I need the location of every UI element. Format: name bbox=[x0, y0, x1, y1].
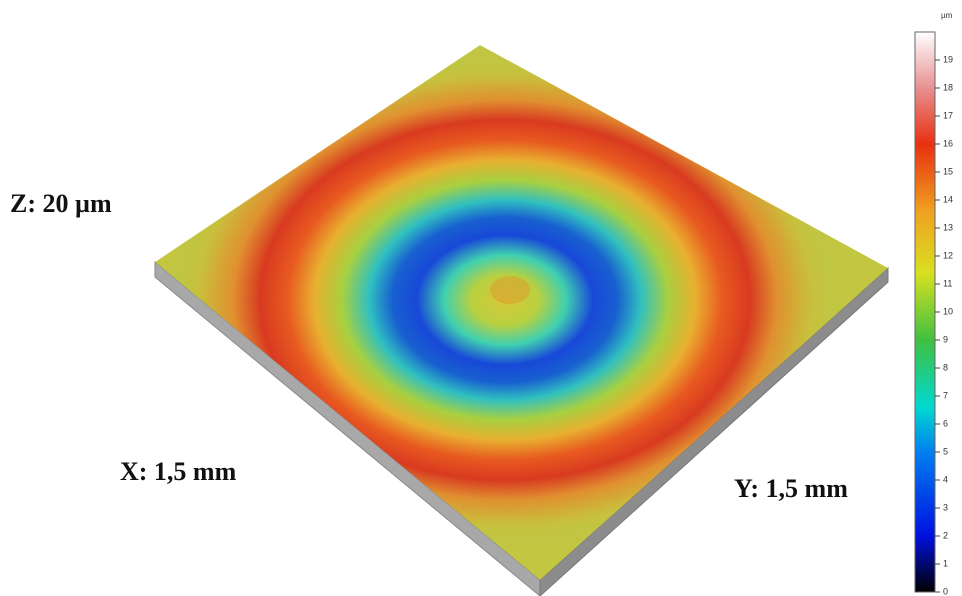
colorbar-tick-label: 3 bbox=[943, 502, 948, 512]
colorbar-tick-label: 7 bbox=[943, 390, 948, 400]
x-label: X: 1,5 mm bbox=[120, 457, 237, 486]
colorbar-scale bbox=[915, 32, 935, 592]
colorbar-tick-label: 2 bbox=[943, 530, 948, 540]
colorbar-tick-label: 1 bbox=[943, 558, 948, 568]
surface bbox=[155, 45, 888, 596]
colorbar-tick-label: 11 bbox=[943, 278, 952, 288]
colorbar-unit: µm bbox=[941, 11, 953, 20]
colorbar-tick-label: 0 bbox=[943, 586, 948, 596]
colorbar-tick-label: 17 bbox=[943, 110, 953, 120]
colorbar-tick-label: 5 bbox=[943, 446, 948, 456]
colorbar-tick-label: 4 bbox=[943, 474, 948, 484]
y-label: Y: 1,5 mm bbox=[734, 474, 848, 503]
center-peak bbox=[490, 276, 530, 304]
colorbar-tick-label: 8 bbox=[943, 362, 948, 372]
z-label: Z: 20 µm bbox=[10, 189, 112, 218]
colorbar-tick-label: 15 bbox=[943, 166, 953, 176]
colorbar-tick-label: 19 bbox=[943, 54, 953, 64]
colorbar-tick-label: 12 bbox=[943, 250, 953, 260]
colorbar-tick-label: 10 bbox=[943, 306, 953, 316]
colorbar-tick-label: 14 bbox=[943, 194, 953, 204]
colorbar-tick-label: 6 bbox=[943, 418, 948, 428]
colorbar-tick-label: 13 bbox=[943, 222, 953, 232]
figure: Z: 20 µm X: 1,5 mm Y: 1,5 mm µm 01234567… bbox=[0, 0, 962, 596]
colorbar-tick-label: 9 bbox=[943, 334, 948, 344]
colorbar-tick-label: 18 bbox=[943, 82, 953, 92]
colorbar-tick-label: 16 bbox=[943, 138, 953, 148]
